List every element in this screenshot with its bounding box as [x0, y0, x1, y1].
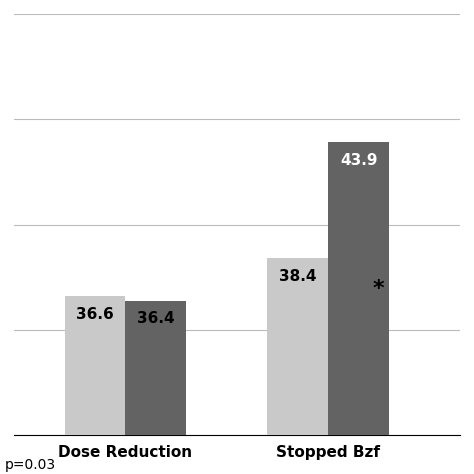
Text: p=0.03: p=0.03 — [5, 458, 56, 472]
Bar — [126, 301, 186, 474]
Text: 38.4: 38.4 — [279, 269, 317, 284]
Bar — [267, 258, 328, 474]
Text: 36.4: 36.4 — [137, 311, 175, 326]
Bar — [64, 296, 126, 474]
Text: 36.6: 36.6 — [76, 307, 114, 322]
Text: *: * — [373, 279, 384, 299]
Bar — [328, 143, 389, 474]
Text: 43.9: 43.9 — [340, 153, 377, 168]
